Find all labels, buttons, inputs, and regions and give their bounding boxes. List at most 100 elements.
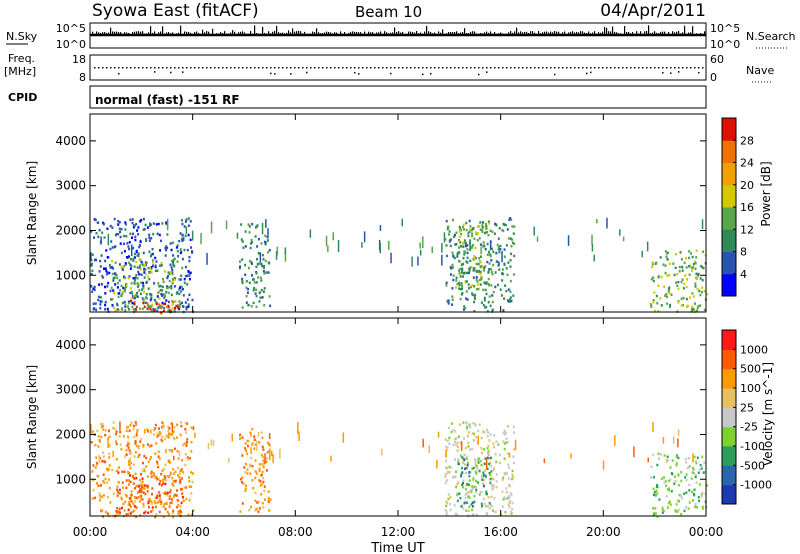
echo-cell	[257, 500, 260, 504]
echo-cell	[510, 493, 513, 497]
echo-cell	[159, 284, 162, 288]
echo-cell	[460, 232, 463, 236]
echo-cell	[246, 468, 249, 471]
echo-cell	[452, 218, 454, 222]
echo-cell	[132, 294, 135, 297]
freq-dot	[406, 67, 408, 69]
echo-cell	[172, 515, 175, 519]
nsky-spike	[326, 31, 328, 35]
echo-cell	[154, 269, 157, 273]
echo-cell	[489, 229, 492, 232]
echo-cell	[112, 276, 115, 280]
echo-cell	[133, 435, 136, 439]
echo-cell	[128, 247, 131, 251]
colorbar-tick-label: 500	[740, 363, 761, 376]
echo-cell	[699, 277, 702, 280]
echo-cell	[154, 452, 157, 455]
nsky-spike	[660, 31, 662, 35]
echo-cell	[411, 256, 413, 267]
echo-cell	[171, 303, 174, 306]
echo-cell	[190, 246, 192, 249]
freq-dot	[126, 67, 128, 69]
echo-cell	[120, 498, 123, 501]
echo-cell	[94, 496, 97, 500]
echo-cell	[456, 483, 459, 486]
echo-cell	[483, 266, 486, 270]
echo-cell	[128, 241, 131, 244]
nsky-spike	[188, 31, 190, 35]
echo-cell	[166, 233, 169, 236]
echo-cell	[487, 431, 490, 434]
echo-cell	[179, 278, 182, 281]
echo-cell	[166, 475, 169, 478]
echo-cell	[444, 481, 447, 485]
echo-cell	[159, 249, 162, 252]
echo-cell	[185, 497, 188, 501]
echo-cell	[461, 292, 464, 295]
echo-cell	[130, 500, 133, 503]
echo-cell	[661, 506, 664, 510]
echo-cell	[255, 272, 258, 275]
echo-cell	[284, 251, 287, 262]
nsky-spike	[624, 26, 626, 35]
echo-cell	[258, 479, 261, 482]
echo-cell	[691, 471, 694, 474]
echo-cell	[502, 498, 505, 501]
echo-cell	[681, 269, 684, 272]
echo-cell	[455, 276, 458, 280]
echo-cell	[502, 222, 505, 226]
echo-cell	[102, 479, 105, 483]
echo-cell	[459, 496, 462, 500]
echo-cell	[472, 258, 475, 261]
echo-cell	[260, 463, 263, 466]
echo-cell	[112, 421, 115, 424]
echo-cell	[156, 232, 159, 236]
echo-cell	[476, 270, 479, 273]
echo-cell	[97, 235, 100, 239]
nave-dot	[118, 72, 120, 75]
echo-cell	[240, 238, 243, 241]
echo-cell	[664, 480, 667, 483]
freq-label-2: [MHz]	[4, 65, 36, 78]
nsky-spike	[510, 30, 512, 35]
echo-cell	[457, 435, 460, 438]
echo-cell	[114, 245, 117, 248]
colorbar-tick-label: 24	[740, 157, 754, 170]
echo-cell	[508, 483, 510, 487]
echo-cell	[455, 437, 458, 440]
echo-cell	[701, 279, 704, 282]
echo-cell	[165, 286, 168, 290]
echo-cell	[684, 274, 687, 277]
echo-cell	[463, 501, 466, 505]
echo-cell	[99, 496, 102, 499]
echo-cell	[253, 447, 256, 450]
nsky-spike	[196, 31, 198, 35]
colorbar-swatch	[722, 349, 736, 370]
freq-dot	[694, 67, 696, 69]
echo-cell	[485, 458, 488, 470]
echo-cell	[145, 456, 148, 460]
echo-cell	[501, 279, 504, 282]
echo-cell	[654, 512, 657, 515]
echo-cell	[181, 492, 184, 495]
echo-cell	[151, 259, 154, 262]
freq-dot	[202, 67, 204, 69]
echo-cell	[680, 258, 683, 261]
echo-cell	[470, 285, 472, 289]
echo-cell	[483, 246, 486, 249]
echo-cell	[471, 432, 474, 435]
echo-cell	[495, 260, 498, 263]
freq-dot	[234, 67, 236, 69]
echo-cell	[129, 287, 132, 290]
nave-dot	[586, 72, 588, 75]
echo-cell	[259, 484, 262, 487]
echo-cell	[168, 497, 171, 500]
echo-cell	[468, 474, 471, 478]
echo-cell	[169, 473, 172, 476]
echo-cell	[676, 272, 679, 276]
echo-cell	[467, 287, 470, 290]
nsky-spike	[194, 32, 196, 35]
echo-cell	[692, 262, 695, 266]
echo-cell	[164, 437, 167, 441]
echo-cell	[464, 467, 466, 470]
